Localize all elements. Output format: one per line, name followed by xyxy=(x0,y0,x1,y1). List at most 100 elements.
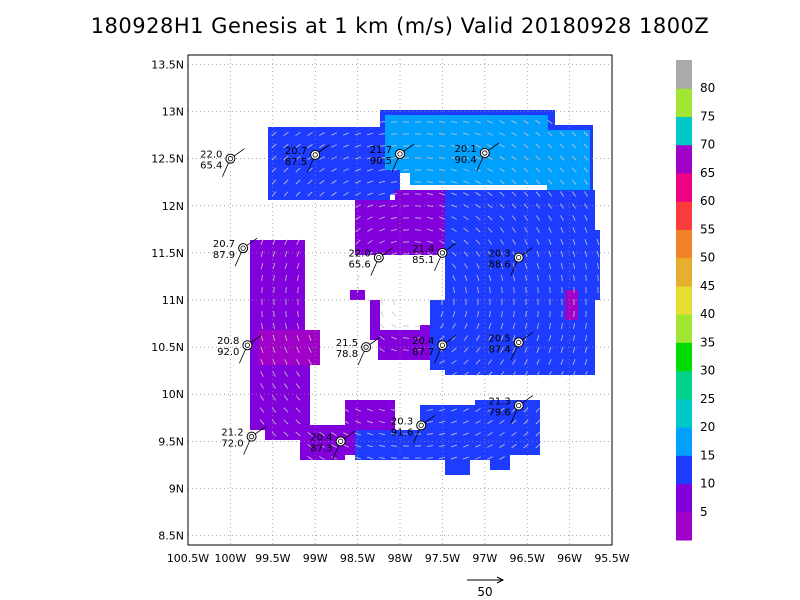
wind-vector xyxy=(391,311,397,317)
wind-vector xyxy=(355,216,361,220)
wind-vector xyxy=(367,204,373,208)
wind-vector xyxy=(439,360,445,364)
wind-vector xyxy=(572,371,576,377)
wind-vector xyxy=(499,167,505,173)
wind-speed-cell xyxy=(430,300,462,370)
station-marker xyxy=(416,420,427,431)
station-marker xyxy=(238,243,249,254)
wind-vector xyxy=(390,433,398,435)
wind-vector xyxy=(390,169,398,171)
wind-vector xyxy=(440,311,444,317)
wind-vector xyxy=(512,347,516,353)
station-marker-inner xyxy=(376,254,382,261)
wind-vector xyxy=(367,168,373,172)
wind-vector xyxy=(367,156,373,160)
wind-vector xyxy=(272,383,276,389)
station-value-top: 22.0 xyxy=(349,249,371,260)
wind-vector xyxy=(271,131,277,137)
wind-vector xyxy=(367,444,373,448)
wind-vector xyxy=(475,180,481,184)
wind-vector xyxy=(271,143,277,149)
map-grid xyxy=(188,55,612,545)
wind-vector xyxy=(475,456,481,460)
wind-vector xyxy=(426,157,434,159)
wind-vector xyxy=(379,323,385,329)
wind-vector xyxy=(367,228,373,232)
wind-vector xyxy=(501,310,503,318)
wind-vector xyxy=(285,310,287,318)
longitude-tick-label: 98.5W xyxy=(340,552,375,565)
station-marker-inner xyxy=(240,245,246,251)
wind-vector xyxy=(450,120,458,124)
dropsonde-station: 21.790.5 xyxy=(370,143,415,173)
wind-vector xyxy=(475,144,481,148)
longitude-tick-label: 96W xyxy=(557,552,582,565)
wind-vector xyxy=(283,143,289,149)
wind-vector xyxy=(307,144,313,148)
wind-vector xyxy=(438,156,446,160)
wind-vector xyxy=(390,457,398,459)
dropsonde-station: 20.787.5 xyxy=(285,144,330,174)
wind-vector xyxy=(487,444,493,448)
wind-vector xyxy=(585,262,587,270)
colorbar-swatch xyxy=(676,511,692,541)
station-marker-inner xyxy=(227,156,233,162)
wind-vector xyxy=(357,286,359,294)
wind-vector xyxy=(414,336,422,340)
wind-vector xyxy=(475,432,481,436)
wind-vector xyxy=(499,191,505,197)
wind-vector xyxy=(584,203,588,209)
wind-vector xyxy=(499,456,505,460)
wind-vector xyxy=(378,168,386,172)
station-marker xyxy=(395,148,405,159)
station-value-bottom: 90.4 xyxy=(455,155,477,166)
wind-vector xyxy=(584,239,588,245)
wind-vector xyxy=(271,395,277,401)
wind-vector xyxy=(260,359,264,365)
wind-vector xyxy=(273,322,275,330)
colorbar-swatch xyxy=(676,116,692,146)
wind-vector xyxy=(535,443,541,449)
wind-vector xyxy=(487,227,493,233)
wind-vector xyxy=(536,215,540,221)
wind-vector xyxy=(331,456,337,460)
wind-vector xyxy=(307,191,313,197)
wind-vector xyxy=(513,286,515,294)
wind-vector xyxy=(355,204,361,208)
wind-vector xyxy=(285,274,287,282)
wind-vector xyxy=(487,420,493,424)
wind-vector xyxy=(511,132,517,136)
wind-vector xyxy=(414,205,422,207)
wind-vector xyxy=(379,348,385,352)
wind-vector xyxy=(536,371,540,377)
wind-field-gap xyxy=(320,215,420,330)
wind-vector xyxy=(499,419,505,425)
wind-vector xyxy=(475,168,481,172)
wind-vector xyxy=(355,432,361,436)
wind-vector xyxy=(559,191,565,197)
wind-vector xyxy=(271,167,277,173)
colorbar-swatch xyxy=(676,342,692,372)
wind-vector xyxy=(500,274,504,282)
wind-vector xyxy=(487,215,493,221)
station-value-top: 20.7 xyxy=(285,146,307,157)
wind-vector xyxy=(355,192,361,196)
wind-vector xyxy=(463,120,469,124)
wind-vector xyxy=(560,251,564,257)
wind-vector xyxy=(390,421,398,423)
wind-speed-cell xyxy=(560,230,600,300)
map-title: 180928H1 Genesis at 1 km (m/s) Valid 201… xyxy=(90,14,710,38)
wind-vector xyxy=(559,167,565,173)
station-marker-inner xyxy=(516,402,522,409)
wind-vector xyxy=(512,263,516,269)
wind-vector xyxy=(499,215,505,221)
wind-vector xyxy=(596,239,600,245)
wind-vector xyxy=(536,359,540,365)
wind-vector xyxy=(487,191,493,197)
wind-vector xyxy=(296,322,300,330)
wind-vector xyxy=(427,240,433,244)
wind-vector xyxy=(367,251,373,257)
wind-vector xyxy=(331,191,337,197)
wind-vector xyxy=(283,395,289,401)
wind-vector xyxy=(451,156,457,160)
